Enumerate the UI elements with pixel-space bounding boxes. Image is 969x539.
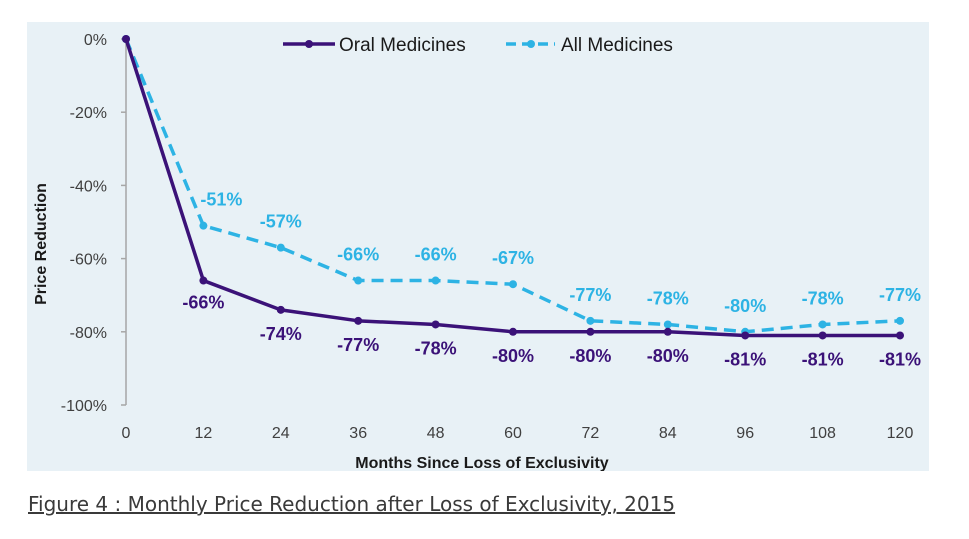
y-tick-label: -20% (70, 105, 107, 122)
x-axis-title: Months Since Loss of Exclusivity (355, 455, 608, 471)
data-label-oral: -78% (415, 338, 457, 358)
x-tick-label: 84 (659, 425, 677, 442)
y-tick-label: -60% (70, 252, 107, 269)
series-all-point (276, 243, 285, 252)
y-tick-label: -80% (70, 325, 107, 342)
data-label-all: -80% (724, 296, 766, 316)
data-labels: -66% -74% -77% -78% -80% -80% -80% -81% -81% -81%… (182, 190, 921, 370)
x-tick-label: 0 (122, 425, 131, 442)
data-label-oral: -80% (647, 346, 689, 366)
data-label-oral: -74% (260, 324, 302, 344)
x-tick-label: 12 (195, 425, 213, 442)
x-axis: 0 12 24 36 48 60 72 84 96 108 120 (122, 425, 914, 442)
series (122, 35, 904, 340)
series-oral-point (276, 305, 285, 314)
data-label-all: -66% (415, 245, 457, 265)
data-label-all: -66% (337, 245, 379, 265)
series-oral-point (586, 327, 595, 336)
series-all-point (663, 320, 672, 329)
data-label-oral: -80% (492, 346, 534, 366)
data-label-all: -51% (200, 190, 242, 210)
data-label-oral: -81% (724, 349, 766, 369)
data-label-oral: -77% (337, 335, 379, 355)
x-tick-label: 96 (736, 425, 754, 442)
y-tick-label: -40% (70, 178, 107, 195)
legend-oral-marker (305, 40, 313, 48)
x-tick-label: 108 (809, 425, 836, 442)
x-tick-label: 36 (349, 425, 367, 442)
series-oral-point (431, 320, 440, 329)
y-axis-title: Price Reduction (33, 183, 50, 305)
x-tick-label: 72 (582, 425, 600, 442)
series-all-point (509, 280, 517, 289)
series-oral-point (818, 331, 827, 340)
data-label-oral: -80% (569, 346, 611, 366)
data-label-oral: -81% (802, 349, 844, 369)
series-all-point (354, 276, 363, 285)
y-axis: 0% -20% -40% -60% -80% -100% (61, 32, 127, 415)
data-label-oral: -81% (879, 349, 921, 369)
legend-all-label: All Medicines (561, 35, 673, 56)
legend-oral-label: Oral Medicines (339, 35, 466, 56)
x-tick-label: 120 (887, 425, 914, 442)
legend: Oral Medicines All Medicines (283, 35, 673, 56)
series-oral-point (896, 331, 904, 340)
series-all-point (896, 316, 904, 325)
legend-all-marker (527, 40, 535, 48)
x-tick-label: 60 (504, 425, 522, 442)
data-label-all: -77% (569, 285, 611, 305)
data-label-all: -57% (260, 212, 302, 232)
data-label-all: -77% (879, 285, 921, 305)
data-label-all: -78% (802, 288, 844, 308)
data-label-oral: -66% (182, 293, 224, 313)
x-tick-label: 24 (272, 425, 290, 442)
data-label-all: -78% (647, 288, 689, 308)
series-all-point (431, 276, 440, 285)
series-oral-point (741, 331, 750, 340)
series-all-point (199, 221, 208, 230)
data-label-all: -67% (492, 248, 534, 268)
series-oral-point (354, 316, 363, 325)
series-all-point (818, 320, 827, 329)
series-oral-line (124, 38, 900, 338)
chart-panel: 0% -20% -40% -60% -80% -100% 0 12 24 36 48 60 72 84 9… (27, 22, 929, 471)
series-oral-point (122, 35, 130, 43)
y-tick-label: -100% (61, 398, 107, 415)
line-chart: 0% -20% -40% -60% -80% -100% 0 12 24 36 48 60 72 84 9… (33, 32, 921, 471)
series-all-point (586, 316, 595, 325)
series-oral-point (199, 276, 208, 285)
x-tick-label: 48 (427, 425, 445, 442)
figure-caption[interactable]: Figure 4 : Monthly Price Reduction after… (28, 492, 676, 516)
y-tick-label: 0% (84, 32, 107, 49)
series-oral-point (509, 327, 517, 336)
series-oral-point (663, 327, 672, 336)
